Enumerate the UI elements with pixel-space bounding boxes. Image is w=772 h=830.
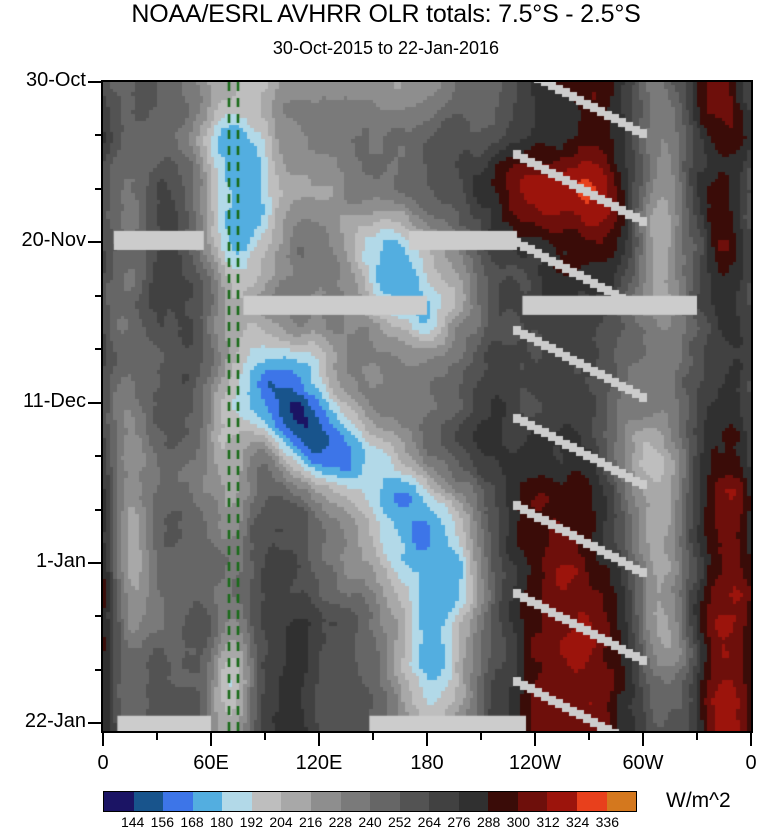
- y-axis-tick-minor: [95, 134, 103, 137]
- x-axis-label: 120W: [508, 752, 562, 774]
- x-axis-tick-major: [750, 733, 752, 746]
- colorbar-swatch: [133, 792, 164, 811]
- colorbar-tick-label: 180: [209, 814, 234, 830]
- colorbar-tick-label: 240: [358, 814, 382, 830]
- colorbar-swatch: [488, 792, 518, 811]
- chart-subtitle: 30-Oct-2015 to 22-Jan-2016: [272, 38, 500, 58]
- y-axis-tick-minor: [95, 187, 103, 190]
- colorbar-swatch: [310, 792, 341, 811]
- colorbar-swatch: [222, 792, 252, 811]
- y-axis-tick-minor: [95, 668, 103, 671]
- chart-title: NOAA/ESRL AVHRR OLR totals: 7.5°S - 2.5°…: [131, 0, 641, 28]
- colorbar-swatch: [517, 792, 548, 811]
- x-axis-label: 120E: [295, 752, 343, 774]
- colorbar-tick-label: 300: [506, 814, 530, 830]
- colorbar-swatch: [281, 792, 311, 811]
- colorbar-swatch: [251, 792, 282, 811]
- x-axis-tick-major: [210, 733, 212, 746]
- x-axis-tick-minor: [156, 733, 158, 740]
- y-axis-tick-major: [88, 241, 103, 244]
- y-axis-tick-minor: [95, 294, 103, 297]
- y-axis-label: 1-Jan: [35, 550, 86, 573]
- y-axis-tick-major: [88, 722, 103, 725]
- x-axis-tick-major: [426, 733, 428, 746]
- x-axis-label: 0: [97, 752, 109, 774]
- hovmoller-plot-area: [101, 80, 753, 733]
- colorbar-tick-label: 144: [120, 814, 145, 830]
- colorbar-tick-label: 288: [476, 814, 501, 830]
- y-axis-tick-major: [88, 562, 103, 565]
- colorbar-tick-label: 336: [595, 814, 619, 830]
- colorbar-swatch: [192, 792, 223, 811]
- colorbar-tick-label: 216: [298, 814, 323, 830]
- colorbar-swatch: [429, 792, 459, 811]
- colorbar-tick-label: 228: [328, 814, 352, 830]
- y-axis-label: 11-Dec: [23, 389, 86, 412]
- y-axis-label: 22-Jan: [24, 710, 86, 733]
- x-axis-tick-major: [642, 733, 644, 746]
- colorbar-tick-label: 276: [447, 814, 471, 830]
- colorbar-tick-label: 252: [387, 814, 412, 830]
- colorbar-swatch: [399, 792, 430, 811]
- colorbar-swatch: [340, 792, 371, 811]
- colorbar-swatch: [547, 792, 577, 811]
- x-axis-tick-minor: [588, 733, 590, 740]
- colorbar-tick-label: 192: [239, 814, 263, 830]
- colorbar-unit-label: W/m^2: [666, 789, 731, 812]
- colorbar-swatch: [163, 792, 193, 811]
- colorbar-tick-label: 312: [536, 814, 560, 830]
- x-axis-tick-major: [534, 733, 536, 746]
- x-axis-tick-major: [102, 733, 104, 746]
- x-axis-tick-minor: [696, 733, 698, 740]
- olr-heatmap-canvas: [103, 82, 751, 731]
- colorbar-swatch: [577, 792, 607, 811]
- y-axis-tick-minor: [95, 615, 103, 618]
- colorbar-swatch: [458, 792, 489, 811]
- y-axis-tick-major: [88, 81, 103, 83]
- x-axis-tick-major: [318, 733, 320, 746]
- colorbar-tick-label: 264: [417, 814, 441, 830]
- colorbar-swatch: [370, 792, 400, 811]
- x-axis-label: 180: [410, 752, 444, 774]
- x-axis-label: 0: [745, 752, 757, 774]
- colorbar-swatch: [606, 792, 637, 811]
- y-axis-label: 30-Oct: [25, 69, 86, 91]
- colorbar-swatch: [104, 792, 134, 811]
- x-axis-label: 60W: [622, 752, 664, 774]
- y-axis-tick-minor: [95, 455, 103, 458]
- y-axis-label: 20-Nov: [21, 229, 86, 252]
- colorbar-tick-label: 168: [180, 814, 204, 830]
- y-axis-tick-minor: [95, 508, 103, 511]
- x-axis-tick-minor: [264, 733, 266, 740]
- colorbar-tick-label: 324: [565, 814, 590, 830]
- y-axis-tick-minor: [95, 348, 103, 351]
- colorbar: [103, 791, 637, 812]
- x-axis-tick-minor: [480, 733, 482, 740]
- colorbar-tick-label: 204: [269, 814, 293, 830]
- colorbar-tick-label: 156: [150, 814, 174, 830]
- x-axis-tick-minor: [372, 733, 374, 740]
- y-axis-tick-major: [88, 401, 103, 404]
- x-axis-label: 60E: [193, 752, 229, 774]
